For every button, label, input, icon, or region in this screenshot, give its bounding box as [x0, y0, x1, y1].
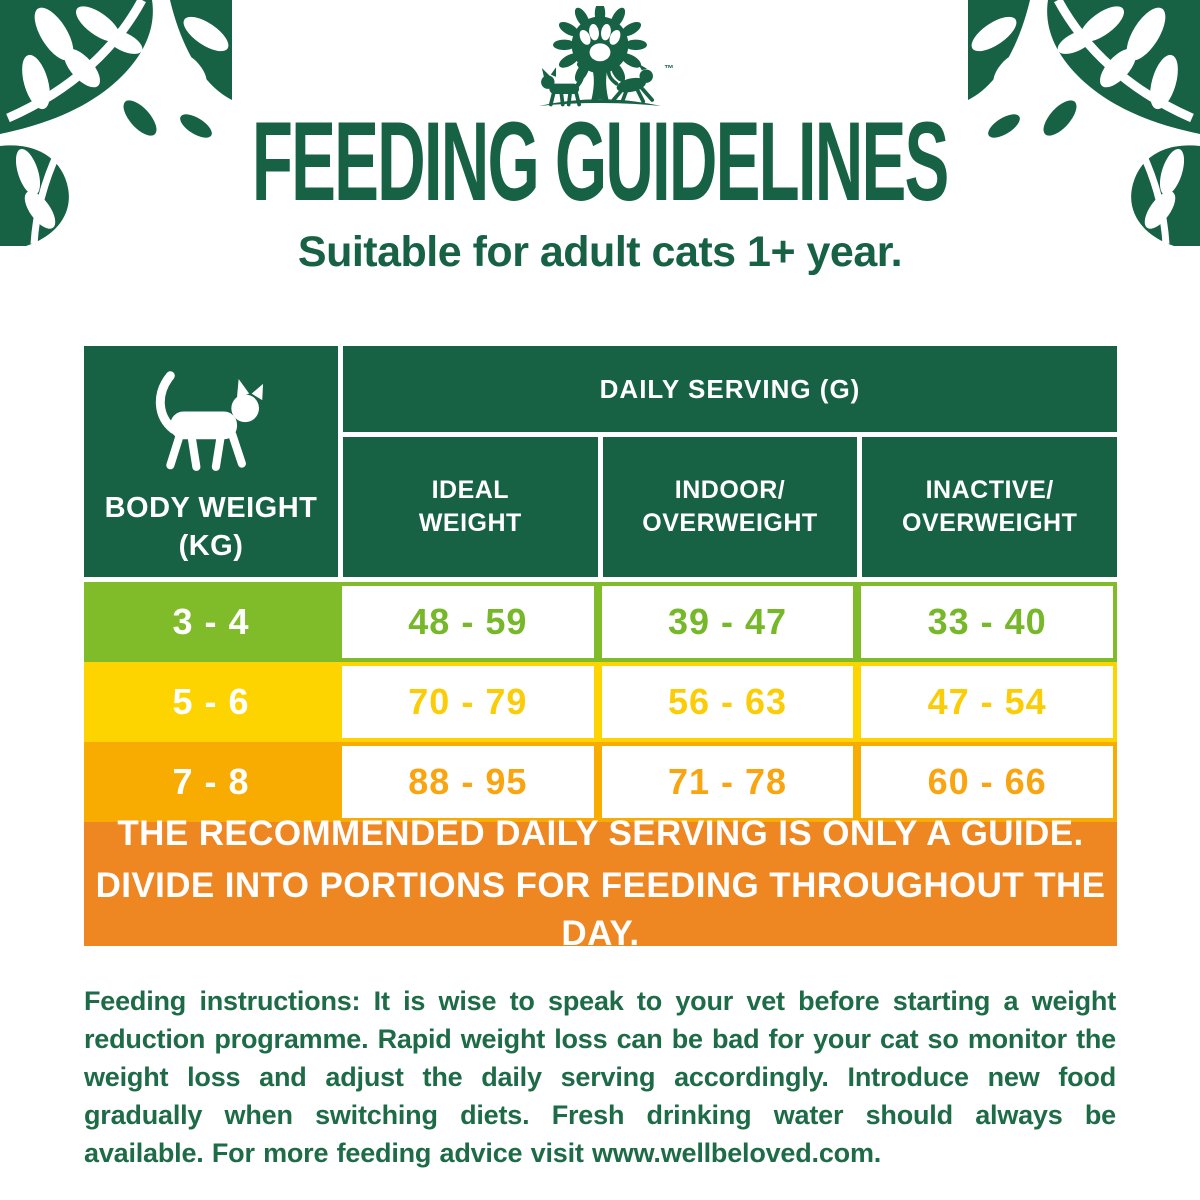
body-weight-label-line2: (KG) — [178, 529, 244, 562]
banner-line2: DIVIDE INTO PORTIONS FOR FEEDING THROUGH… — [95, 866, 1106, 953]
table-body: 3 - 4 48 - 59 39 - 47 33 - 40 5 - 6 70 -… — [84, 582, 1117, 822]
paw-print-icon — [579, 24, 621, 62]
feeding-table: BODY WEIGHT (KG) DAILY SERVING (G) IDEAL… — [84, 346, 1117, 953]
table-header: BODY WEIGHT (KG) DAILY SERVING (G) IDEAL… — [84, 346, 1117, 577]
cell-indoor-overweight: 71 - 78 — [597, 742, 858, 822]
header-cell-ideal-weight: IDEAL WEIGHT — [343, 437, 598, 577]
page-subtitle: Suitable for adult cats 1+ year. — [297, 228, 903, 276]
banner-line1: THE RECOMMENDED DAILY SERVING IS ONLY A … — [117, 814, 1084, 853]
indoor-overweight-line1: INDOOR/ — [674, 476, 786, 504]
row-label-weight: 7 - 8 — [172, 761, 250, 802]
page-title-wrap: FEEDING GUIDELINES — [0, 106, 1200, 218]
cell-ideal-weight: 88 - 95 — [338, 742, 598, 822]
inactive-overweight-line1: INACTIVE/ — [925, 476, 1054, 504]
ideal-weight-line2: WEIGHT — [418, 509, 522, 537]
inactive-overweight-line2: OVERWEIGHT — [901, 509, 1078, 537]
cell-inactive-overweight: 60 - 66 — [857, 742, 1117, 822]
header-cell-daily-serving: DAILY SERVING (G) — [343, 346, 1117, 432]
foliage-corner-right-icon — [968, 0, 1200, 246]
body-weight-label-line1: BODY WEIGHT — [104, 491, 318, 524]
brand-tree-paw-logo-icon: ™ — [538, 6, 674, 107]
table-row: 7 - 8 88 - 95 71 - 78 60 - 66 — [84, 742, 1117, 822]
header-cell-inactive-overweight: INACTIVE/ OVERWEIGHT — [862, 437, 1117, 577]
cat-silhouette-icon — [155, 370, 264, 471]
cell-ideal-weight: 70 - 79 — [338, 662, 598, 742]
cell-ideal-weight: 48 - 59 — [338, 582, 598, 662]
row-label-weight: 3 - 4 — [172, 601, 250, 642]
daily-serving-header-group: DAILY SERVING (G) IDEAL WEIGHT INDOOR/ O… — [343, 346, 1117, 577]
cell-inactive-overweight: 47 - 54 — [857, 662, 1117, 742]
foliage-corner-left-icon — [0, 0, 232, 246]
trademark-symbol: ™ — [664, 64, 674, 75]
page-title: FEEDING GUIDELINES — [252, 99, 949, 224]
header-cell-indoor-overweight: INDOOR/ OVERWEIGHT — [602, 437, 858, 577]
guide-banner: THE RECOMMENDED DAILY SERVING IS ONLY A … — [84, 814, 1117, 953]
cell-indoor-overweight: 39 - 47 — [597, 582, 858, 662]
cell-indoor-overweight: 56 - 63 — [597, 662, 858, 742]
table-row: 5 - 6 70 - 79 56 - 63 47 - 54 — [84, 662, 1117, 742]
sub-header-row: IDEAL WEIGHT INDOOR/ OVERWEIGHT INACTIVE… — [343, 437, 1117, 577]
feeding-instructions-text: Feeding instructions: It is wise to spea… — [84, 986, 1116, 1168]
ideal-weight-line1: IDEAL — [431, 476, 510, 504]
row-label-weight: 5 - 6 — [172, 681, 250, 722]
indoor-overweight-line2: OVERWEIGHT — [642, 509, 818, 537]
table-row: 3 - 4 48 - 59 39 - 47 33 - 40 — [84, 582, 1117, 662]
header-cell-body-weight: BODY WEIGHT (KG) — [84, 346, 338, 577]
cell-inactive-overweight: 33 - 40 — [857, 582, 1117, 662]
